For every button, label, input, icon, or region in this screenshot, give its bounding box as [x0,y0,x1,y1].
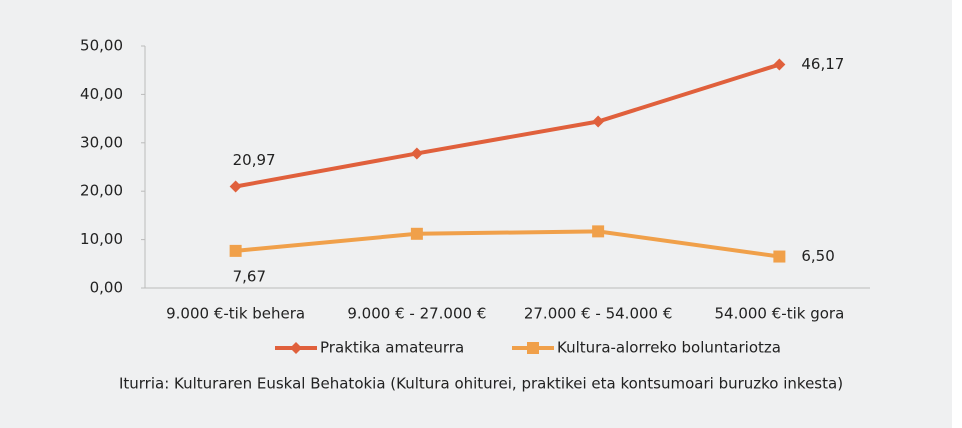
legend-label: Kultura-alorreko boluntariotza [557,339,781,357]
x-tick-label: 9.000 €-tik behera [166,305,305,323]
y-tick-label: 30,00 [80,133,123,151]
point [410,147,423,160]
y-tick-label: 20,00 [80,182,123,200]
legend-marker [290,342,302,354]
x-tick-label: 54.000 €-tik gora [714,305,844,323]
point [592,225,605,238]
point [592,115,605,128]
point [773,250,786,263]
point [773,58,786,71]
point [410,227,423,240]
y-tick-label: 40,00 [80,85,123,103]
source: Iturria: Kulturaren Euskal Behatokia (Ku… [119,375,843,393]
series-line [235,229,780,259]
point [229,244,242,257]
data-label: 46,17 [801,55,844,73]
x-tick-label: 27.000 € - 54.000 € [524,305,673,323]
data-label: 7,67 [233,267,266,285]
legend-marker [527,342,539,354]
y-tick-label: 0,00 [90,279,123,297]
series-line [235,62,780,189]
data-label: 6,50 [801,247,834,265]
y-tick-label: 10,00 [80,230,123,248]
point [229,180,242,193]
y-tick-label: 50,00 [80,37,123,55]
x-tick-label: 9.000 € - 27.000 € [347,305,486,323]
legend-label: Praktika amateurra [320,339,464,357]
data-label: 20,97 [233,151,276,169]
